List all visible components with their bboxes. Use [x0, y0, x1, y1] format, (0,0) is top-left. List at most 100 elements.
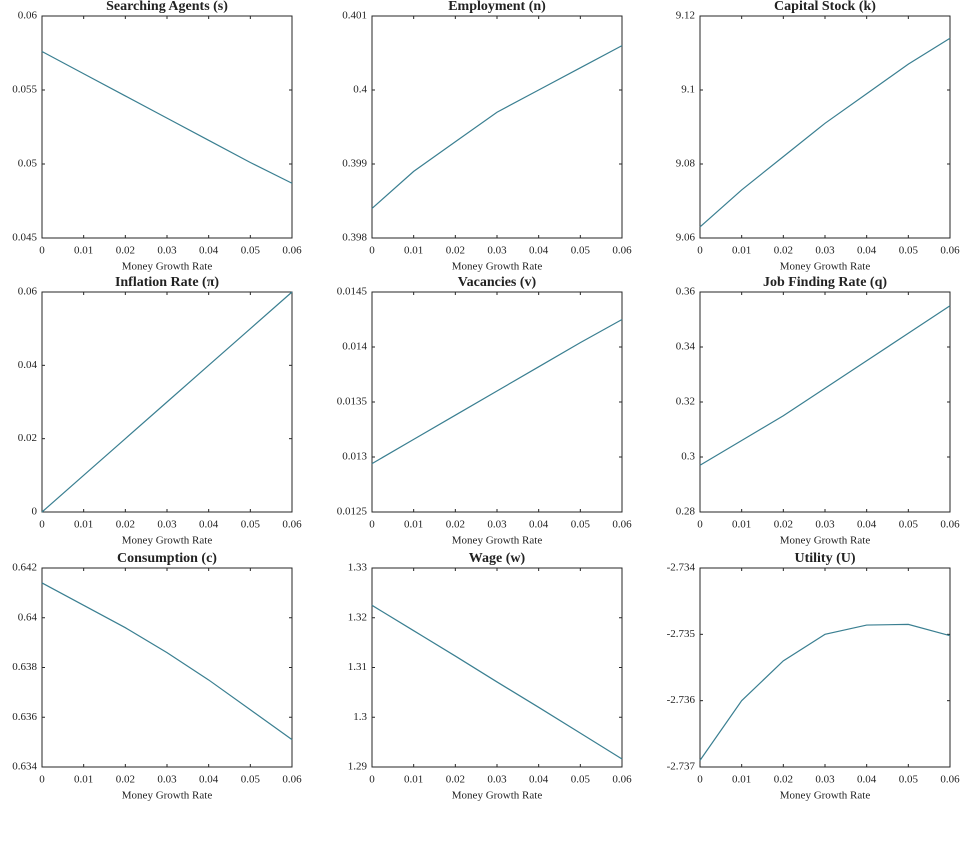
y-tick-label: 0.0145 — [337, 286, 368, 298]
x-axis-label: Money Growth Rate — [452, 261, 543, 273]
subplot: 00.010.020.030.040.050.061.291.31.311.32… — [348, 551, 632, 801]
x-tick-label: 0 — [369, 245, 375, 257]
plot-area — [700, 292, 950, 512]
x-tick-label: 0.02 — [446, 774, 465, 786]
y-tick-label: -2.737 — [667, 761, 696, 773]
subplot-title: Inflation Rate (π) — [115, 275, 219, 290]
y-tick-label: 0.4 — [353, 84, 367, 96]
y-tick-label: 0.055 — [12, 84, 37, 96]
y-tick-label: -2.735 — [667, 628, 696, 640]
x-tick-label: 0.05 — [899, 774, 919, 786]
x-tick-label: 0.06 — [282, 245, 302, 257]
x-tick-label: 0.03 — [815, 774, 835, 786]
x-tick-label: 0.01 — [404, 774, 423, 786]
subplot: 00.010.020.030.040.050.06-2.737-2.736-2.… — [667, 551, 961, 801]
y-tick-label: 0.04 — [18, 359, 38, 371]
y-tick-label: 0.0125 — [337, 506, 368, 518]
x-tick-label: 0.06 — [612, 774, 632, 786]
y-tick-label: 0.3 — [681, 451, 695, 463]
x-tick-label: 0 — [369, 519, 375, 531]
y-tick-label: 1.32 — [348, 611, 367, 623]
y-tick-label: 0.02 — [18, 432, 37, 444]
plot-area — [700, 568, 950, 767]
x-tick-label: 0.05 — [571, 245, 591, 257]
subplot-title: Searching Agents (s) — [106, 0, 228, 14]
x-axis-label: Money Growth Rate — [122, 261, 213, 273]
x-tick-label: 0.03 — [487, 774, 507, 786]
x-tick-label: 0.05 — [899, 519, 919, 531]
x-tick-label: 0.03 — [815, 245, 835, 257]
x-tick-label: 0.06 — [282, 774, 302, 786]
x-tick-label: 0 — [39, 774, 45, 786]
y-tick-label: 1.29 — [348, 761, 368, 773]
subplot-title: Vacancies (v) — [458, 275, 537, 290]
x-tick-label: 0.04 — [529, 245, 549, 257]
x-tick-label: 0 — [697, 245, 703, 257]
y-tick-label: 0.013 — [342, 451, 367, 463]
y-tick-label: 0.05 — [18, 158, 38, 170]
y-tick-label: 0.34 — [676, 341, 696, 353]
x-tick-label: 0.01 — [404, 519, 423, 531]
y-tick-label: 0.36 — [676, 286, 696, 298]
x-tick-label: 0.04 — [857, 519, 877, 531]
plot-area — [372, 292, 622, 512]
x-tick-label: 0.02 — [116, 245, 135, 257]
y-tick-label: 0.06 — [18, 286, 38, 298]
figure: 0 0.01 0.02 0.03 0.04 0.05 0.06 0.045 0.05 0.055 0… — [0, 0, 963, 849]
x-tick-label: 0.06 — [940, 245, 960, 257]
y-tick-label: 1.31 — [348, 661, 367, 673]
plot-area — [372, 16, 622, 238]
y-tick-label: 0.398 — [342, 232, 367, 244]
subplot: 00.010.020.030.040.050.060.6340.6360.638… — [12, 551, 302, 801]
subplot: 00.010.020.030.040.050.0600.020.040.06In… — [18, 275, 302, 546]
x-tick-label: 0.04 — [199, 245, 219, 257]
y-tick-label: 0.401 — [342, 10, 367, 22]
x-axis-label: Money Growth Rate — [122, 790, 213, 802]
x-tick-label: 0.05 — [899, 245, 919, 257]
x-tick-label: 0.04 — [529, 774, 549, 786]
plot-area — [42, 568, 292, 767]
y-tick-label: 0.045 — [12, 232, 37, 244]
y-tick-label: 0.636 — [12, 711, 37, 723]
x-tick-label: 0.02 — [446, 245, 465, 257]
y-tick-label: 9.08 — [676, 158, 696, 170]
x-tick-label: 0.03 — [157, 245, 177, 257]
x-tick-label: 0.06 — [612, 245, 632, 257]
x-tick-label: 0.05 — [571, 519, 591, 531]
x-axis-label: Money Growth Rate — [780, 535, 871, 547]
x-tick-label: 0.01 — [732, 774, 751, 786]
subplot-title: Wage (w) — [469, 551, 526, 566]
x-tick-label: 0.05 — [241, 774, 261, 786]
x-tick-label: 0.04 — [857, 774, 877, 786]
x-tick-label: 0.06 — [612, 519, 632, 531]
y-tick-label: 0.014 — [342, 341, 367, 353]
x-tick-label: 0.02 — [774, 774, 793, 786]
x-axis-label: Money Growth Rate — [122, 535, 213, 547]
y-tick-label: 9.12 — [676, 10, 695, 22]
x-tick-label: 0 — [697, 519, 703, 531]
x-tick-label: 0.03 — [815, 519, 835, 531]
y-tick-label: 0.32 — [676, 396, 695, 408]
x-tick-label: 0.01 — [732, 519, 751, 531]
y-tick-label: 0.0135 — [337, 396, 368, 408]
x-tick-label: 0.04 — [199, 774, 219, 786]
y-tick-label: 0.399 — [342, 158, 367, 170]
x-tick-label: 0.06 — [282, 519, 302, 531]
x-tick-label: 0 — [39, 519, 45, 531]
x-tick-label: 0.03 — [487, 519, 507, 531]
x-tick-label: 0.02 — [774, 519, 793, 531]
subplot-title: Job Finding Rate (q) — [763, 275, 887, 290]
plot-area — [700, 16, 950, 238]
y-tick-label: -2.734 — [667, 562, 696, 574]
x-axis-label: Money Growth Rate — [780, 790, 871, 802]
y-tick-label: 0.06 — [18, 10, 38, 22]
x-tick-label: 0.01 — [74, 519, 93, 531]
y-tick-label: 1.3 — [353, 711, 367, 723]
subplot-title: Consumption (c) — [117, 551, 217, 566]
x-tick-label: 0.03 — [157, 774, 177, 786]
